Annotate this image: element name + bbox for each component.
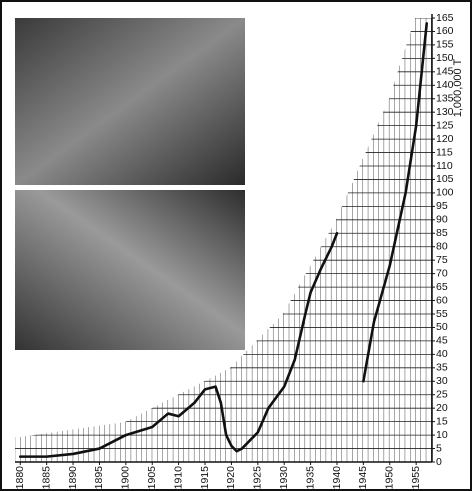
y-tick-label: 155 xyxy=(436,39,454,51)
x-tick-label: 1905 xyxy=(146,466,158,490)
y-tick-label: 80 xyxy=(436,241,448,253)
photo-miners-bottom xyxy=(15,190,245,350)
x-tick-label: 1900 xyxy=(120,466,132,490)
y-tick-label: 145 xyxy=(436,66,454,78)
photo-miners-top xyxy=(15,18,245,185)
x-tick-label: 1955 xyxy=(410,466,422,490)
y-tick-label: 65 xyxy=(436,281,448,293)
y-tick-label: 120 xyxy=(436,133,454,145)
x-tick-label: 1950 xyxy=(384,466,396,490)
y-tick-label: 150 xyxy=(436,52,454,64)
y-tick-label: 25 xyxy=(436,389,448,401)
x-tick-label: 1890 xyxy=(67,466,79,490)
y-tick-label: 125 xyxy=(436,119,454,131)
y-tick-label: 30 xyxy=(436,375,448,387)
y-tick-label: 160 xyxy=(436,25,454,37)
x-tick-label: 1895 xyxy=(93,466,105,490)
y-tick-label: 40 xyxy=(436,348,448,360)
y-tick-label: 85 xyxy=(436,227,448,239)
y-tick-label: 140 xyxy=(436,79,454,91)
x-tick-label: 1885 xyxy=(40,466,52,490)
y-tick-label: 55 xyxy=(436,308,448,320)
x-tick-label: 1930 xyxy=(278,466,290,490)
x-tick-label: 1920 xyxy=(225,466,237,490)
y-tick-label: 0 xyxy=(436,456,442,468)
y-tick-label: 165 xyxy=(436,12,454,24)
y-tick-label: 105 xyxy=(436,173,454,185)
y-tick-label: 50 xyxy=(436,321,448,333)
y-tick-label: 110 xyxy=(436,160,453,172)
x-tick-label: 1940 xyxy=(331,466,343,490)
y-tick-label: 15 xyxy=(436,415,448,427)
y-tick-label: 115 xyxy=(436,146,453,158)
y-tick-label: 45 xyxy=(436,335,448,347)
x-tick-label: 1915 xyxy=(199,466,211,490)
y-tick-label: 5 xyxy=(436,442,442,454)
data-line xyxy=(362,22,429,383)
y-tick-label: 130 xyxy=(436,106,454,118)
y-tick-label: 20 xyxy=(436,402,448,414)
y-tick-label: 75 xyxy=(436,254,448,266)
data-line xyxy=(18,231,339,458)
x-tick-label: 1880 xyxy=(14,466,26,490)
x-tick-label: 1945 xyxy=(357,466,369,490)
x-tick-label: 1925 xyxy=(252,466,264,490)
y-tick-label: 35 xyxy=(436,362,448,374)
x-tick-label: 1935 xyxy=(304,466,316,490)
y-axis-label: 1,000,000 T xyxy=(452,58,464,117)
y-tick-label: 10 xyxy=(436,429,448,441)
y-tick-label: 70 xyxy=(436,267,448,279)
y-tick-label: 100 xyxy=(436,187,454,199)
y-tick-label: 95 xyxy=(436,200,448,212)
y-tick-label: 135 xyxy=(436,93,454,105)
x-tick-label: 1910 xyxy=(172,466,184,490)
y-tick-label: 60 xyxy=(436,294,448,306)
y-tick-label: 90 xyxy=(436,214,448,226)
